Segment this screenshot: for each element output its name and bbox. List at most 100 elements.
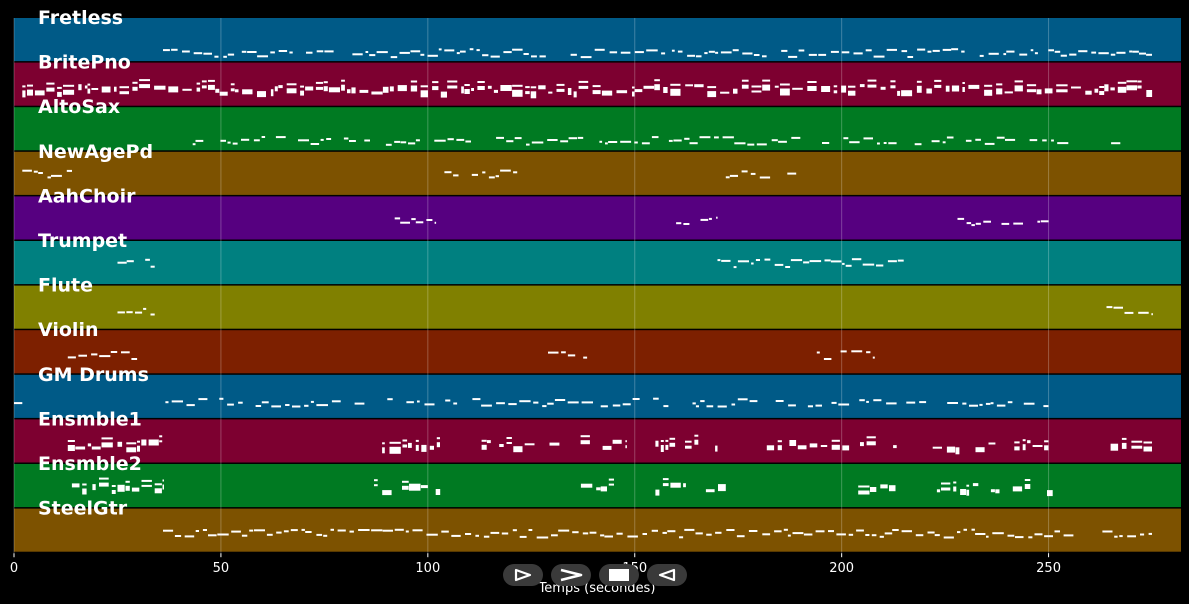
track-label: SteelGtr xyxy=(38,498,128,520)
note-mark xyxy=(186,404,195,407)
note-mark xyxy=(718,484,726,492)
note-mark xyxy=(481,439,487,442)
note-mark xyxy=(126,260,134,263)
note-mark xyxy=(447,138,454,141)
note-mark xyxy=(642,533,647,535)
note-mark xyxy=(833,85,838,88)
note-mark xyxy=(445,399,451,402)
note-mark xyxy=(692,402,696,405)
note-mark xyxy=(525,91,530,95)
note-mark xyxy=(275,136,286,139)
note-mark xyxy=(438,48,442,51)
x-tick-label: 100 xyxy=(415,561,440,576)
note-mark xyxy=(298,139,309,142)
note-mark xyxy=(1015,536,1024,539)
note-mark xyxy=(996,83,1003,86)
note-mark xyxy=(741,84,749,89)
forward-button[interactable] xyxy=(551,564,591,586)
note-mark xyxy=(962,82,965,84)
note-mark xyxy=(756,143,767,146)
note-mark xyxy=(1051,139,1054,142)
note-mark xyxy=(27,89,33,96)
note-mark xyxy=(1013,222,1023,225)
note-mark xyxy=(995,489,1000,494)
note-mark xyxy=(897,90,901,96)
note-mark xyxy=(231,530,241,533)
note-mark xyxy=(330,528,334,531)
note-mark xyxy=(22,169,32,172)
note-mark xyxy=(749,400,758,403)
track-band xyxy=(14,508,1181,552)
note-mark xyxy=(842,445,850,451)
note-mark xyxy=(957,217,965,220)
note-mark xyxy=(790,259,803,262)
note-mark xyxy=(490,55,500,58)
note-mark xyxy=(201,85,207,89)
note-mark xyxy=(92,484,96,491)
note-mark xyxy=(410,50,421,53)
note-mark xyxy=(202,529,207,531)
note-mark xyxy=(512,84,523,87)
track-notes xyxy=(67,350,875,360)
note-mark xyxy=(389,446,401,454)
note-mark xyxy=(549,442,560,446)
note-mark xyxy=(580,483,593,488)
note-mark xyxy=(722,136,734,139)
note-mark xyxy=(150,265,155,268)
note-mark xyxy=(328,87,340,93)
note-mark xyxy=(271,405,281,408)
note-mark xyxy=(975,222,981,225)
track-band xyxy=(14,419,1181,463)
note-mark xyxy=(685,445,692,449)
note-mark xyxy=(926,88,932,94)
note-mark xyxy=(71,483,80,488)
note-mark xyxy=(803,533,813,536)
note-mark xyxy=(406,401,414,404)
note-mark xyxy=(227,403,234,406)
track-label: Ensmble2 xyxy=(38,453,142,475)
note-mark xyxy=(415,139,420,142)
note-mark xyxy=(1071,86,1081,89)
note-mark xyxy=(665,444,669,450)
note-mark xyxy=(390,56,398,59)
note-mark xyxy=(1099,86,1105,88)
note-mark xyxy=(539,55,546,58)
note-mark xyxy=(663,405,669,408)
note-mark xyxy=(608,483,614,486)
note-mark xyxy=(341,84,345,91)
note-mark xyxy=(683,223,690,225)
note-mark xyxy=(117,311,125,314)
note-mark xyxy=(683,483,686,488)
note-mark xyxy=(665,439,669,442)
note-mark xyxy=(159,435,163,438)
note-mark xyxy=(751,85,762,88)
note-mark xyxy=(632,91,635,97)
note-mark xyxy=(953,481,957,484)
note-mark xyxy=(797,445,807,450)
note-mark xyxy=(230,83,235,86)
note-mark xyxy=(843,137,849,140)
note-mark xyxy=(290,529,298,532)
note-mark xyxy=(871,534,877,537)
note-mark xyxy=(851,258,862,261)
note-mark xyxy=(901,90,913,97)
note-mark xyxy=(499,444,504,447)
note-mark xyxy=(402,439,408,442)
play-from-start-button[interactable] xyxy=(503,564,543,586)
note-mark xyxy=(822,142,830,144)
note-mark xyxy=(1028,536,1033,539)
stop-button[interactable] xyxy=(599,564,639,586)
note-mark xyxy=(655,440,659,447)
track-notes xyxy=(14,397,1049,408)
track-notes xyxy=(117,306,1153,316)
note-mark xyxy=(1099,91,1105,95)
note-mark xyxy=(382,442,385,445)
note-mark xyxy=(159,440,163,443)
note-mark xyxy=(323,534,328,537)
note-mark xyxy=(750,172,756,175)
note-mark xyxy=(376,51,388,54)
note-mark xyxy=(519,535,527,538)
note-mark xyxy=(304,404,309,407)
note-mark xyxy=(890,85,896,89)
rewind-button[interactable] xyxy=(647,564,687,586)
